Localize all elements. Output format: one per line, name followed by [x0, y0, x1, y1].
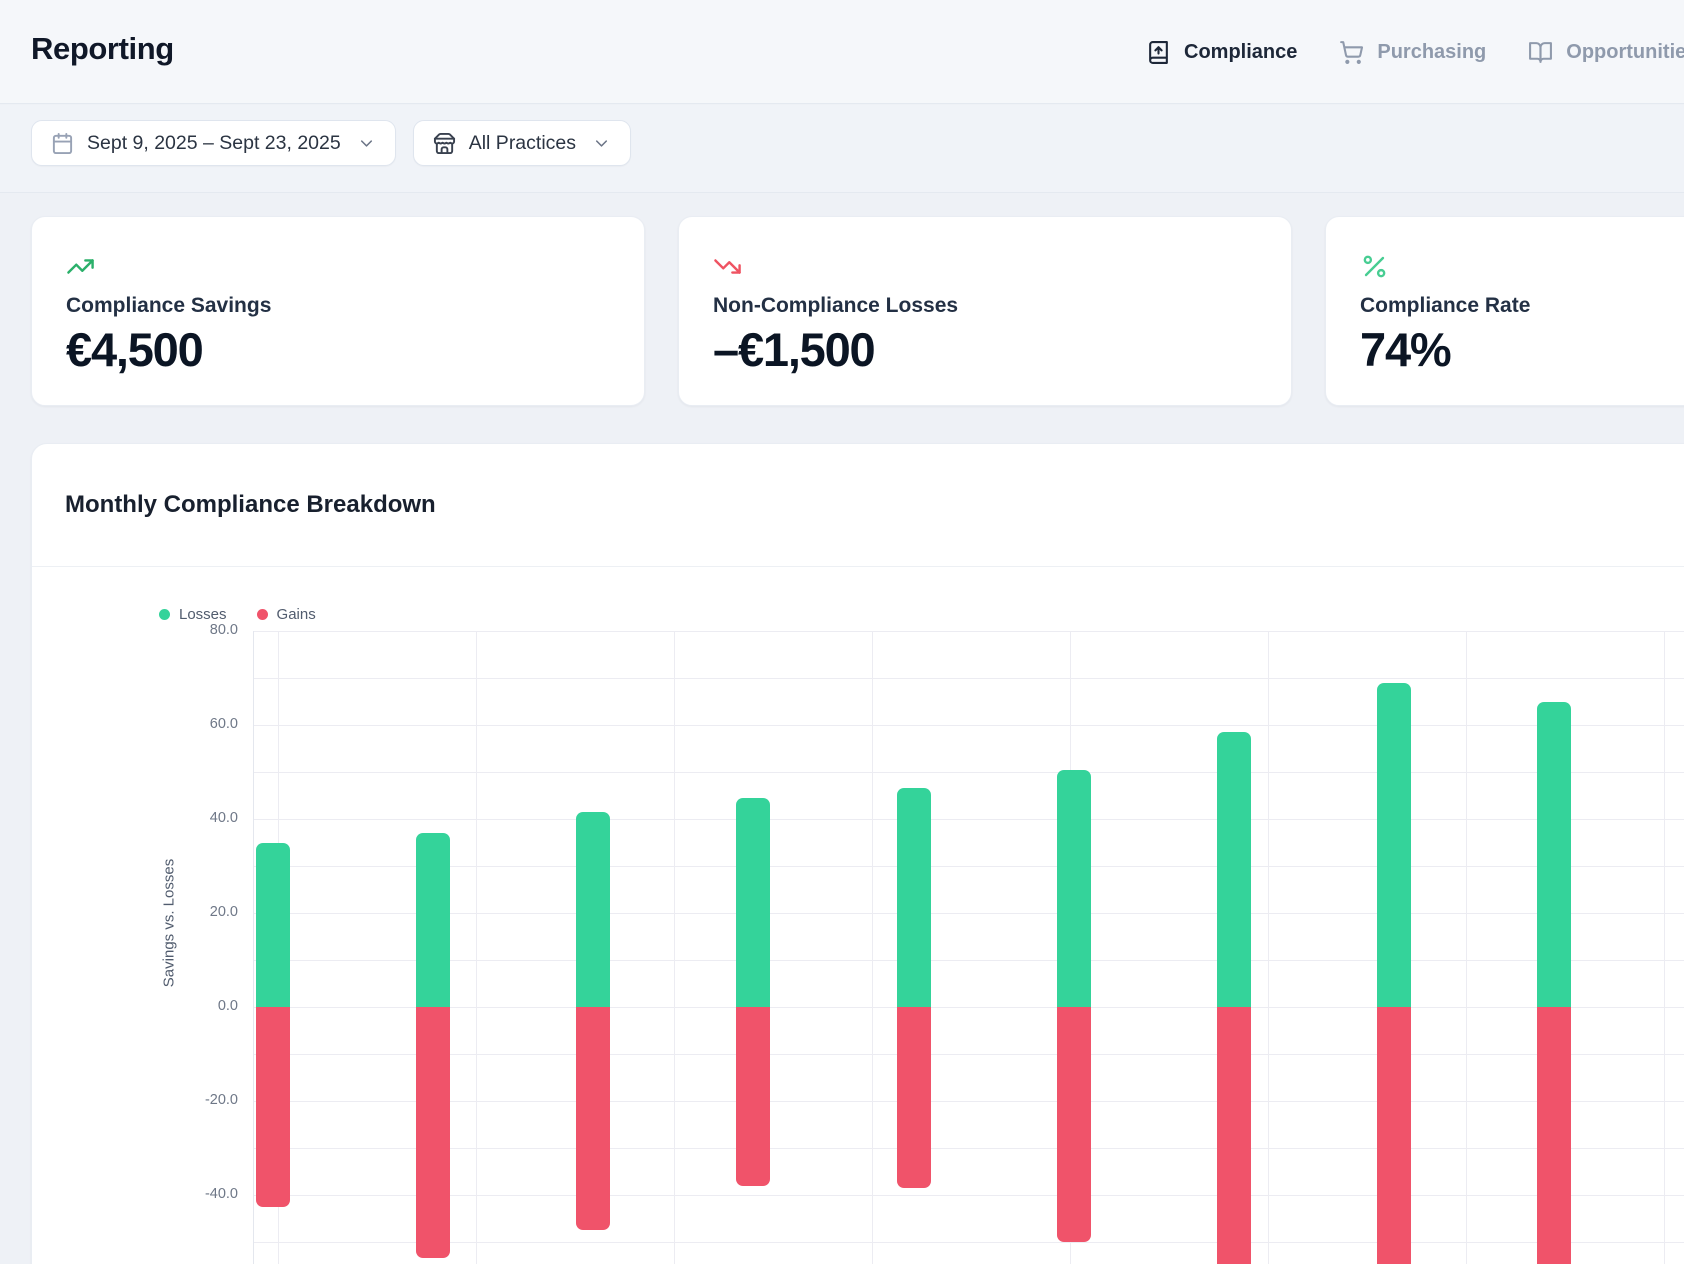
stat-value: –€1,500 — [713, 323, 876, 376]
gridline-horizontal — [253, 772, 1684, 773]
gridline-vertical — [1664, 631, 1665, 1264]
chevron-down-icon — [592, 134, 611, 153]
nav-item-label: Purchasing — [1377, 40, 1487, 63]
top-nav: Compliance Purchasing Opportunities — [1146, 0, 1684, 104]
bar-losses-segment[interactable] — [1377, 682, 1411, 1007]
y-axis-line — [253, 631, 254, 1264]
bar-losses-segment[interactable] — [736, 797, 770, 1007]
header: Reporting Compliance Purchasing Opportunit… — [0, 0, 1684, 104]
gridline-horizontal — [253, 1101, 1684, 1102]
book-open-icon — [1528, 40, 1553, 65]
bar-gains-segment[interactable] — [897, 1007, 931, 1188]
bar-losses-segment[interactable] — [897, 788, 931, 1007]
gridline-horizontal — [253, 678, 1684, 679]
bar-losses-segment[interactable] — [416, 833, 450, 1007]
gridline-horizontal — [253, 1242, 1684, 1243]
gridline-horizontal — [253, 631, 1684, 632]
trending-down-icon — [713, 252, 742, 281]
bar-losses-segment[interactable] — [1537, 701, 1571, 1007]
gridline-horizontal — [253, 1195, 1684, 1196]
gridline-horizontal — [253, 913, 1684, 914]
gridline-horizontal — [253, 866, 1684, 867]
practice-value: All Practices — [468, 131, 576, 154]
stat-cards-row: Compliance Savings €4,500 Non-Compliance L… — [31, 216, 1684, 406]
gridline-horizontal — [253, 1054, 1684, 1055]
chart-card: Monthly Compliance Breakdown Losses Gains… — [31, 443, 1684, 1264]
nav-item-purchasing[interactable]: Purchasing — [1339, 40, 1486, 65]
legend-label: Gains — [276, 606, 316, 623]
bar-gains-segment[interactable] — [576, 1007, 610, 1231]
bar-gains-segment[interactable] — [1377, 1007, 1411, 1264]
y-tick-label: 60.0 — [209, 716, 238, 732]
calendar-icon — [51, 132, 74, 155]
bar-gains-segment[interactable] — [416, 1007, 450, 1259]
bar-losses-segment[interactable] — [1217, 732, 1251, 1007]
stat-card: Compliance Savings €4,500 — [31, 216, 645, 406]
gridline-vertical — [1466, 631, 1467, 1264]
y-tick-label: -40.0 — [204, 1186, 238, 1202]
chart-card-header: Monthly Compliance Breakdown — [32, 444, 1684, 567]
legend-item-losses[interactable]: Losses — [159, 606, 227, 623]
percent-icon — [1360, 252, 1389, 281]
bar-losses-segment[interactable] — [576, 811, 610, 1007]
stat-card: Compliance Rate 74% — [1325, 216, 1684, 406]
bar-gains-segment[interactable] — [1537, 1007, 1571, 1264]
chart-legend: Losses Gains — [159, 606, 316, 623]
gridline-horizontal — [253, 725, 1684, 726]
bar-gains-segment[interactable] — [736, 1007, 770, 1186]
stat-card: Non-Compliance Losses –€1,500 — [678, 216, 1292, 406]
nav-item-label: Compliance — [1184, 40, 1298, 63]
filter-bar: Sept 9, 2025 – Sept 23, 2025 All Practic… — [0, 105, 1684, 193]
stat-value: €4,500 — [66, 323, 204, 376]
practice-filter[interactable]: All Practices — [412, 120, 631, 166]
gridline-vertical — [674, 631, 675, 1264]
bar-losses-segment[interactable] — [1057, 769, 1091, 1007]
gridline-horizontal — [253, 1148, 1684, 1149]
y-tick-label: 80.0 — [209, 622, 238, 638]
bar-gains-segment[interactable] — [256, 1007, 290, 1207]
gridline-vertical — [476, 631, 477, 1264]
trending-up-icon — [66, 252, 95, 281]
y-tick-label: 20.0 — [209, 904, 238, 920]
bar-chart: Losses Gains Savings vs. Losses 80.0 60.0 4… — [32, 444, 1684, 1264]
book-up-icon — [1146, 40, 1171, 65]
nav-item-compliance[interactable]: Compliance — [1146, 40, 1297, 65]
legend-dot — [256, 609, 268, 620]
nav-item-label: Opportunities — [1566, 40, 1684, 63]
stat-label: Non-Compliance Losses — [713, 294, 959, 317]
chevron-down-icon — [357, 134, 376, 153]
page-title: Reporting — [31, 31, 174, 66]
y-tick-label: -20.0 — [204, 1092, 238, 1108]
store-icon — [433, 132, 456, 155]
gridline-horizontal — [253, 1007, 1684, 1008]
gridline-vertical — [1268, 631, 1269, 1264]
stat-label: Compliance Rate — [1360, 294, 1531, 317]
stat-value: 74% — [1360, 323, 1452, 376]
stat-label: Compliance Savings — [66, 294, 272, 317]
y-axis-label: Savings vs. Losses — [160, 858, 178, 988]
gridline-vertical — [872, 631, 873, 1264]
shopping-cart-icon — [1339, 40, 1364, 65]
legend-item-gains[interactable]: Gains — [256, 606, 316, 623]
date-range-filter[interactable]: Sept 9, 2025 – Sept 23, 2025 — [31, 120, 396, 166]
bar-gains-segment[interactable] — [1217, 1007, 1251, 1264]
gridline-horizontal — [253, 960, 1684, 961]
bar-losses-segment[interactable] — [256, 842, 290, 1007]
legend-dot — [159, 609, 170, 620]
gridline-horizontal — [253, 819, 1684, 820]
date-range-value: Sept 9, 2025 – Sept 23, 2025 — [87, 131, 341, 154]
nav-item-opportunities[interactable]: Opportunities — [1528, 40, 1684, 65]
chart-title: Monthly Compliance Breakdown — [65, 491, 436, 518]
y-tick-label: 0.0 — [217, 998, 238, 1014]
legend-label: Losses — [179, 606, 227, 623]
bar-gains-segment[interactable] — [1057, 1007, 1091, 1242]
y-tick-label: 40.0 — [209, 810, 238, 826]
